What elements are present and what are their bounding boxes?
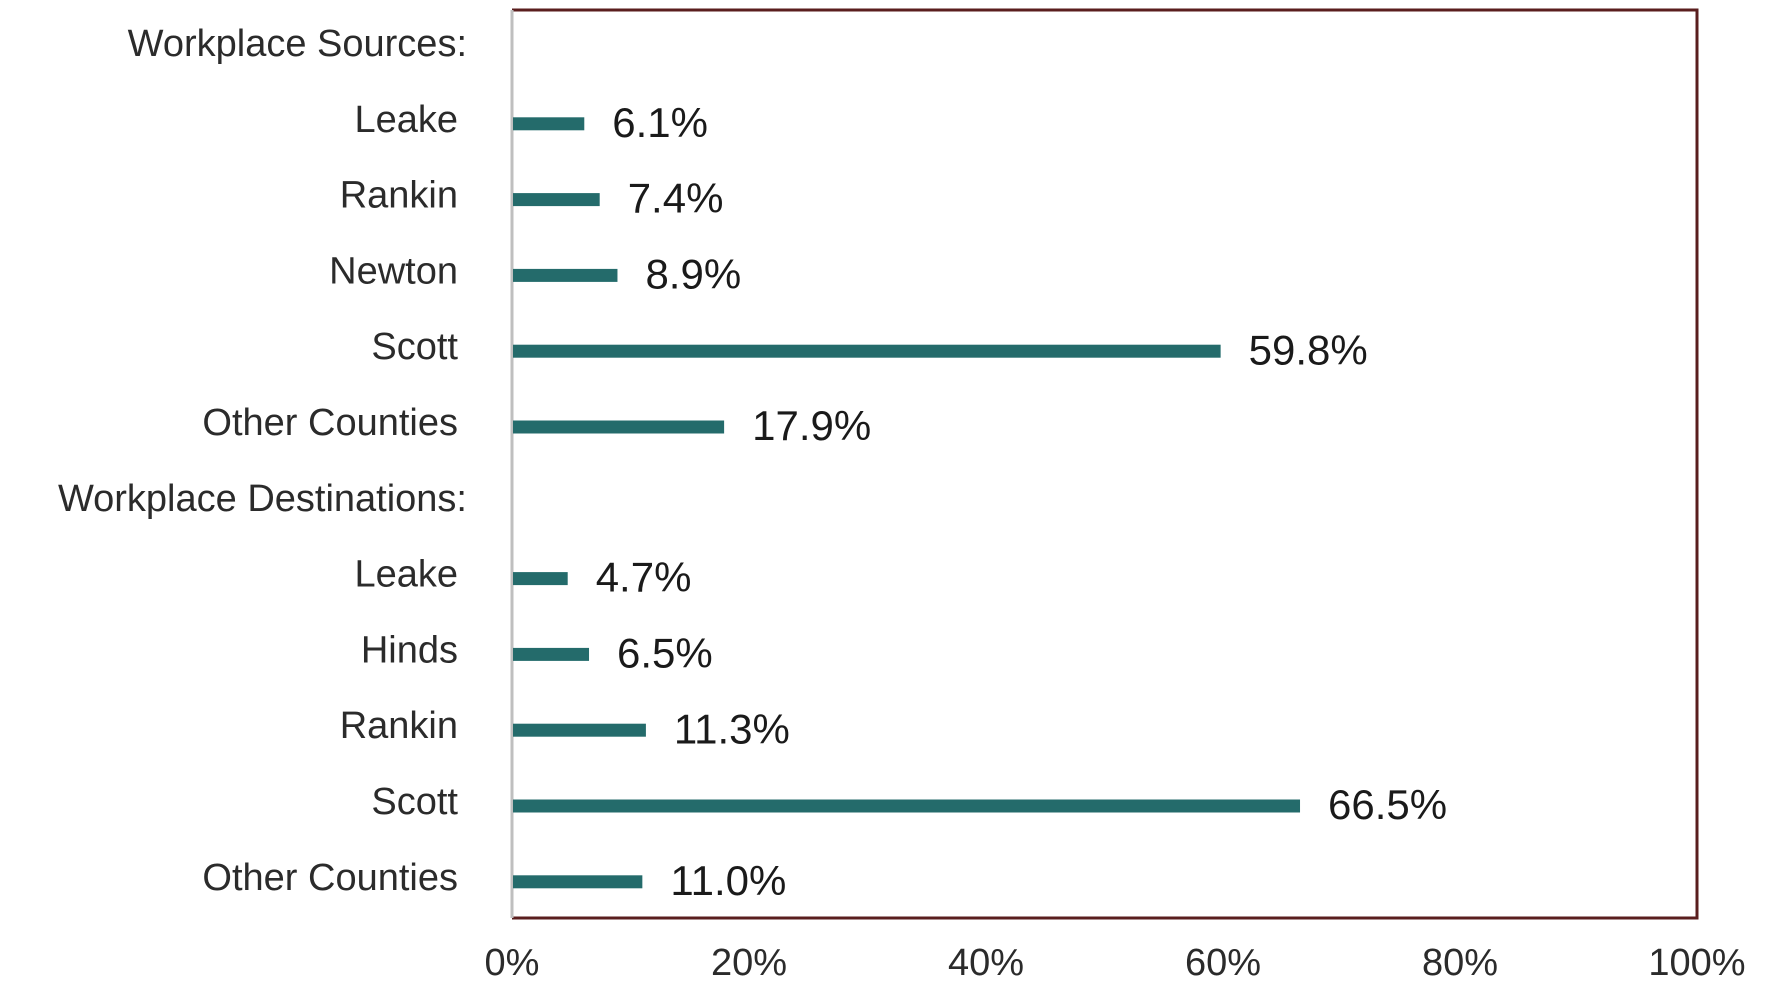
x-tick-label: 100% [1648,942,1745,984]
group-header-label: Workplace Sources: [128,23,467,65]
bar [513,193,600,207]
category-label: Rankin [340,705,458,747]
category-label: Leake [354,554,458,596]
category-label: Rankin [340,175,458,217]
category-label: Scott [371,781,458,823]
bar [513,723,646,737]
category-label: Leake [354,99,458,141]
category-label: Scott [371,326,458,368]
bar [513,268,618,282]
x-tick-label: 40% [948,942,1024,984]
group-header-label: Workplace Destinations: [58,478,467,520]
bar [513,117,585,131]
category-label: Newton [329,250,458,292]
data-label: 11.3% [674,705,790,752]
bar [513,344,1221,358]
data-label: 11.0% [670,857,786,904]
data-label: 6.5% [617,629,713,676]
x-tick-label: 20% [711,942,787,984]
data-label: 59.8% [1249,326,1368,373]
x-tick-label: 60% [1185,942,1261,984]
data-label: 17.9% [752,402,871,449]
data-label: 66.5% [1328,781,1447,828]
x-tick-label: 0% [485,942,540,984]
data-label: 8.9% [645,250,741,297]
bar [513,875,643,889]
data-label: 4.7% [596,554,692,601]
bar [513,572,568,586]
data-label: 7.4% [628,175,724,222]
bar [513,799,1301,813]
category-label: Other Counties [202,402,458,444]
data-label: 6.1% [612,99,708,146]
x-tick-label: 80% [1422,942,1498,984]
category-label: Hinds [361,629,458,671]
bar [513,420,725,434]
plot-frame [512,8,1699,920]
category-label: Other Counties [202,857,458,899]
bar [513,647,590,661]
